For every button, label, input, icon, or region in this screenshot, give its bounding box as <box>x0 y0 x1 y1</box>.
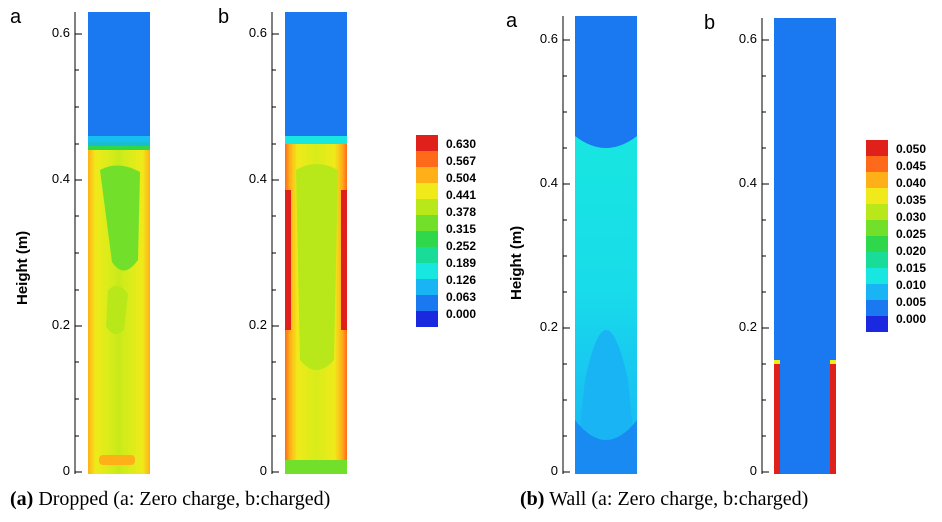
dropped-a-ytick-0.4: 0.4 <box>51 171 70 186</box>
dropped-legend-label: 0.126 <box>446 273 477 287</box>
dropped-legend-swatches <box>416 135 438 327</box>
wall-legend-label: 0.050 <box>896 142 927 156</box>
wall-a-ytick-0.4: 0.4 <box>539 175 558 190</box>
dropped-axes <box>74 12 279 474</box>
wall-legend-label: 0.005 <box>896 295 927 309</box>
dropped-panel-b-letter: b <box>218 6 230 28</box>
caption-wall-text: Wall (a: Zero charge, b:charged) <box>549 488 809 510</box>
wall-legend-label: 0.035 <box>896 193 927 207</box>
wall-legend-label: 0.010 <box>896 278 927 292</box>
caption-wall-tag: (b) <box>520 488 545 510</box>
dropped-panel-b-plot <box>285 12 347 474</box>
wall-b-ytick-0.6: 0.6 <box>738 31 757 46</box>
dropped-b-ytick-0: 0 <box>259 463 267 478</box>
wall-panel-b-plot <box>774 18 836 474</box>
wall-b-ytick-0.4: 0.4 <box>738 175 757 190</box>
dropped-legend-label: 0.189 <box>446 256 477 270</box>
dropped-b-ytick-0.2: 0.2 <box>248 317 267 332</box>
wall-panel-a-letter: a <box>506 10 518 32</box>
dropped-b-ytick-0.6: 0.6 <box>248 25 267 40</box>
wall-legend-label: 0.040 <box>896 176 927 190</box>
dropped-panel-a-plot <box>88 12 150 474</box>
wall-legend-label: 0.020 <box>896 244 927 258</box>
wall-legend-label: 0.045 <box>896 159 927 173</box>
dropped-b-ytick-0.4: 0.4 <box>248 171 267 186</box>
wall-axes <box>562 16 769 474</box>
dropped-a-ytick-0.6: 0.6 <box>51 25 70 40</box>
dropped-legend-label: 0.441 <box>446 188 477 202</box>
dropped-legend-label: 0.315 <box>446 222 477 236</box>
wall-b-ytick-0: 0 <box>749 463 757 478</box>
wall-legend-label: 0.030 <box>896 210 927 224</box>
wall-ylabel: Height (m) <box>508 225 525 300</box>
dropped-legend-label: 0.504 <box>446 171 477 185</box>
wall-b-ytick-0.2: 0.2 <box>738 319 757 334</box>
wall-legend-swatches <box>866 140 888 332</box>
dropped-legend-label: 0.252 <box>446 239 477 253</box>
dropped-legend-label: 0.567 <box>446 154 477 168</box>
dropped-ylabel: Height (m) <box>14 230 31 305</box>
wall-a-ytick-0: 0 <box>550 463 558 478</box>
wall-panel-b-letter: b <box>704 12 716 34</box>
caption-wall: (b) Wall (a: Zero charge, b:charged) <box>520 488 808 511</box>
wall-legend-label: 0.025 <box>896 227 927 241</box>
dropped-legend-label: 0.378 <box>446 205 477 219</box>
dropped-panel-a-letter: a <box>10 6 22 28</box>
dropped-a-ytick-0: 0 <box>62 463 70 478</box>
wall-a-ytick-0.6: 0.6 <box>539 31 558 46</box>
dropped-legend-label: 0.630 <box>446 137 477 151</box>
caption-dropped: (a) Dropped (a: Zero charge, b:charged) <box>10 488 330 511</box>
wall-legend-label: 0.015 <box>896 261 927 275</box>
dropped-a-ytick-0.2: 0.2 <box>51 317 70 332</box>
caption-dropped-text: Dropped (a: Zero charge, b:charged) <box>38 488 331 510</box>
dropped-legend-label: 0.000 <box>446 307 477 321</box>
caption-dropped-tag: (a) <box>10 488 34 510</box>
wall-legend-label: 0.000 <box>896 312 927 326</box>
dropped-legend-label: 0.063 <box>446 290 477 304</box>
wall-a-ytick-0.2: 0.2 <box>539 319 558 334</box>
wall-panel-a-plot <box>575 16 637 474</box>
